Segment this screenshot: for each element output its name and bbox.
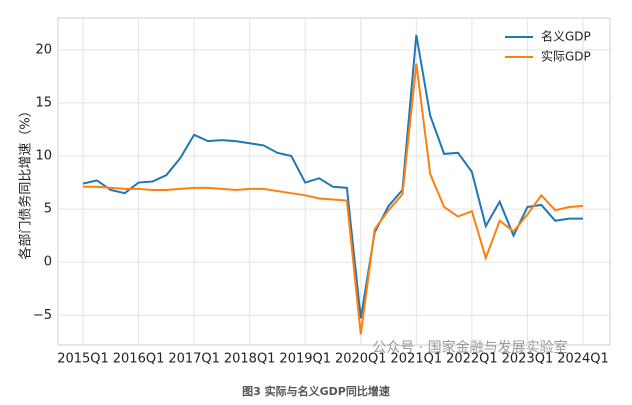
y-tick-label: 20 <box>35 42 52 57</box>
y-axis-label: 各部门债务同比增速（%） <box>18 104 34 259</box>
legend-label: 名义GDP <box>541 29 591 44</box>
legend-label: 实际GDP <box>541 49 591 64</box>
series-line <box>83 63 584 335</box>
x-tick-label: 2020Q1 <box>335 352 387 367</box>
x-tick-label: 2017Q1 <box>168 352 220 367</box>
x-tick-label: 2015Q1 <box>57 352 109 367</box>
x-tick-label: 2016Q1 <box>113 352 165 367</box>
y-tick-label: 15 <box>35 95 52 110</box>
y-tick-label: −5 <box>33 308 52 323</box>
x-tick-label: 2023Q1 <box>502 352 554 367</box>
x-tick-label: 2024Q1 <box>557 352 609 367</box>
x-tick-label: 2019Q1 <box>279 352 331 367</box>
y-tick-label: 5 <box>44 202 52 217</box>
watermark: 公众号 · 国家金融与发展实验室 <box>372 339 567 356</box>
x-tick-label: 2022Q1 <box>446 352 498 367</box>
caption: 图3 实际与名义GDP同比增速 <box>242 384 390 398</box>
y-tick-label: 10 <box>35 149 52 164</box>
y-tick-label: 0 <box>44 255 52 270</box>
x-tick-label: 2021Q1 <box>391 352 443 367</box>
x-tick-label: 2018Q1 <box>224 352 276 367</box>
series-line <box>82 34 583 319</box>
